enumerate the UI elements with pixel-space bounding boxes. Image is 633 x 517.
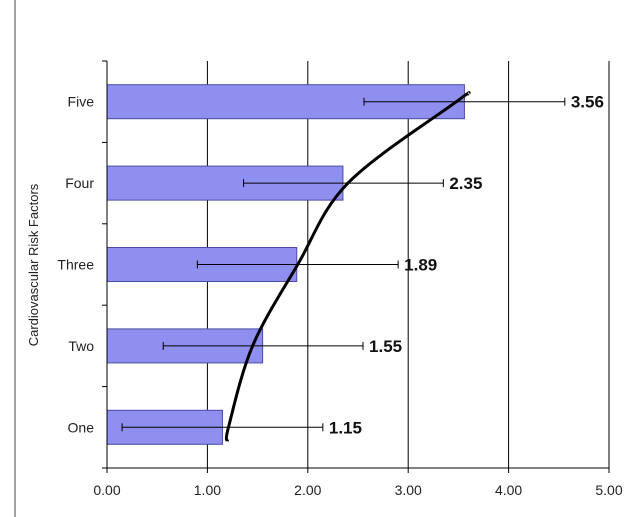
y-axis-title: Cardiovascular Risk Factors bbox=[26, 183, 41, 346]
trend-curve-layer bbox=[224, 91, 471, 442]
y-category-label: One bbox=[68, 419, 95, 435]
y-category-label: Three bbox=[57, 257, 94, 273]
x-tick-label: 2.00 bbox=[294, 482, 321, 498]
data-label: 1.55 bbox=[369, 337, 402, 356]
data-label: 3.56 bbox=[571, 93, 604, 112]
labels-layer: 0.00 1.00 2.00 3.00 4.00 5.00 One 1.15 Two 1.55 Th… bbox=[57, 93, 622, 498]
data-label: 1.15 bbox=[329, 418, 362, 437]
error-bars-layer bbox=[121, 97, 566, 432]
data-label: 1.89 bbox=[404, 256, 437, 275]
y-category-label: Five bbox=[68, 94, 95, 110]
data-label: 2.35 bbox=[449, 174, 482, 193]
axes-layer bbox=[102, 60, 610, 473]
y-category-label: Four bbox=[65, 175, 94, 191]
trend-curve bbox=[224, 91, 471, 442]
x-tick-label: 3.00 bbox=[395, 482, 422, 498]
x-tick-label: 4.00 bbox=[495, 482, 522, 498]
x-tick-label: 5.00 bbox=[595, 482, 622, 498]
x-tick-label: 0.00 bbox=[93, 482, 120, 498]
x-tick-label: 1.00 bbox=[194, 482, 221, 498]
y-category-label: Two bbox=[68, 338, 94, 354]
